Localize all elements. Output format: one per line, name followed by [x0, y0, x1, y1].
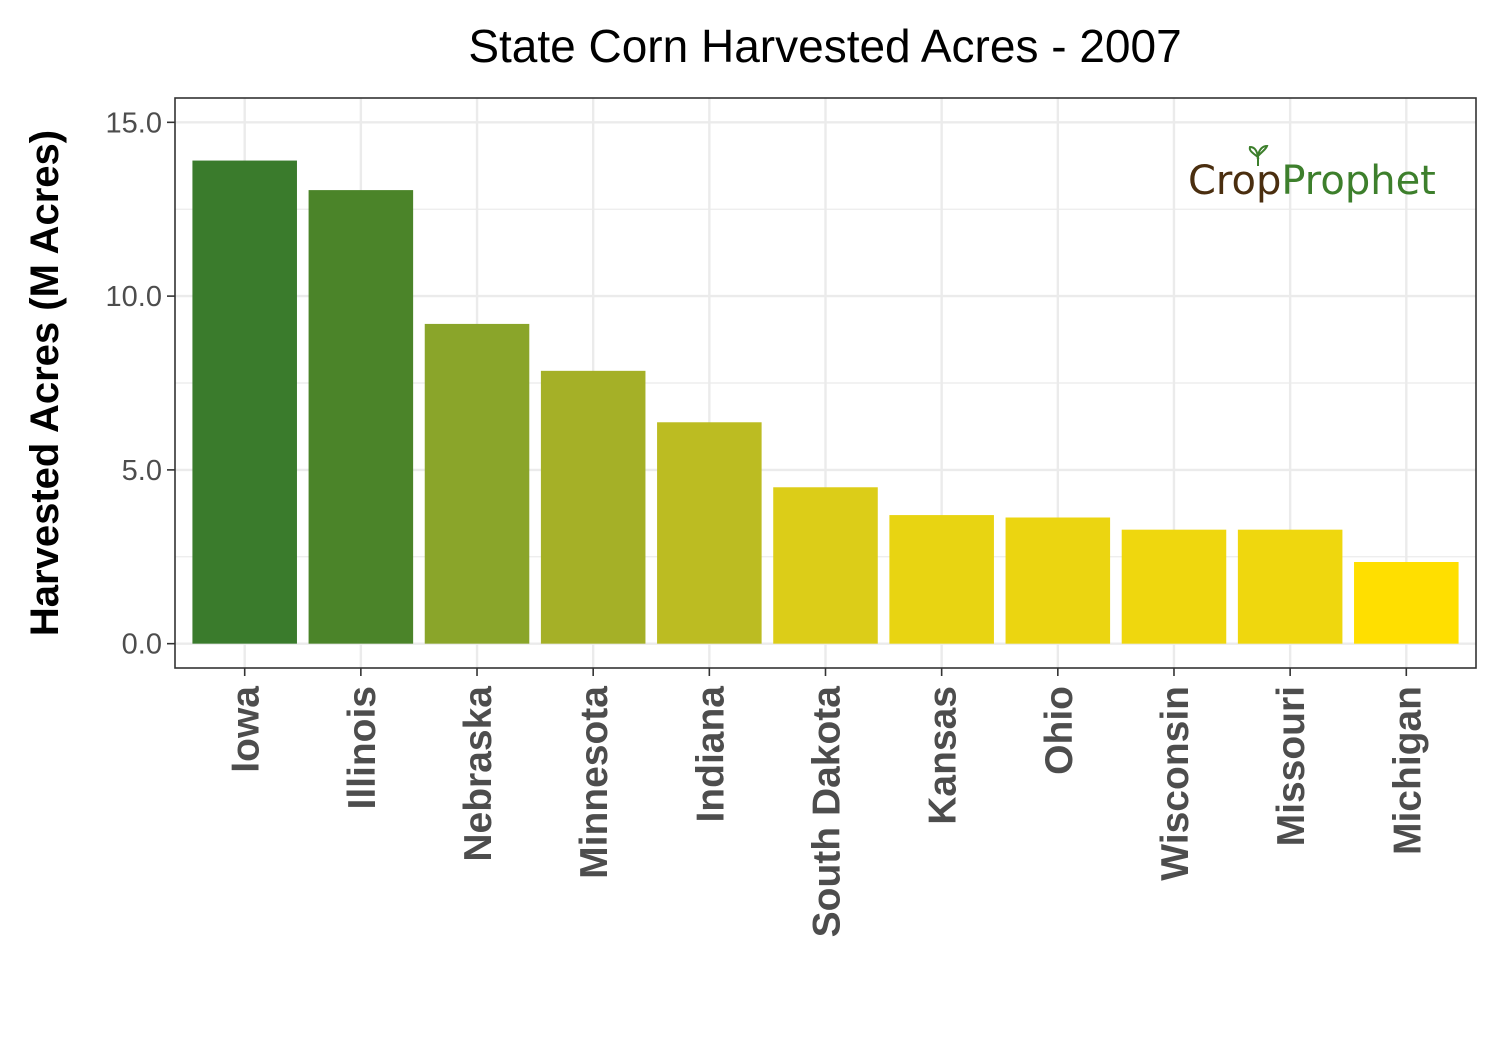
x-axis-ticks: Iowa Illinois Nebraska Minnesota Indiana Sout…: [225, 668, 1429, 938]
bar-kansas: [889, 515, 994, 644]
bar-wisconsin: [1121, 529, 1227, 644]
bar-ohio: [1005, 517, 1111, 644]
y-tick-label: 5.0: [122, 455, 162, 487]
x-tick-label: Indiana: [689, 686, 732, 823]
bar-missouri: [1237, 529, 1343, 644]
y-tick-label: 10.0: [106, 281, 162, 313]
bar-south-dakota: [773, 487, 878, 644]
x-tick-label: Nebraska: [457, 686, 500, 862]
logo-text-crop-o: o: [1232, 158, 1256, 204]
x-tick-label: Missouri: [1270, 686, 1313, 846]
y-axis-label: Harvested Acres (M Acres): [23, 130, 67, 636]
bar-iowa: [192, 160, 297, 644]
bars: [192, 160, 1459, 644]
x-tick-label: South Dakota: [806, 686, 849, 938]
x-tick-label: Minnesota: [573, 686, 616, 879]
chart-title: State Corn Harvested Acres - 2007: [468, 20, 1181, 72]
x-tick-label: Iowa: [225, 686, 268, 773]
bar-michigan: [1354, 561, 1459, 644]
logo-text-crop-start: Cr: [1188, 158, 1233, 204]
svg-text:CropProphet: CropProphet: [1188, 158, 1436, 204]
sprout-icon: [1248, 144, 1269, 166]
x-tick-label: Illinois: [341, 686, 384, 810]
y-tick-label: 0.0: [122, 629, 162, 661]
x-tick-label: Michigan: [1386, 686, 1429, 855]
y-tick-label: 15.0: [106, 107, 162, 139]
bar-indiana: [657, 422, 762, 644]
logo-text-crop-end: p: [1256, 158, 1281, 204]
x-tick-label: Kansas: [922, 686, 965, 825]
y-axis-ticks: 0.0 5.0 10.0 15.0: [106, 107, 175, 661]
crop-prophet-logo: CropProphet: [1188, 144, 1436, 204]
bar-nebraska: [424, 323, 530, 644]
bar-minnesota: [540, 370, 646, 644]
x-tick-label: Ohio: [1038, 686, 1081, 775]
x-tick-label: Wisconsin: [1154, 686, 1197, 881]
bar-illinois: [308, 190, 414, 644]
logo-text-prophet: Prophet: [1281, 158, 1436, 204]
